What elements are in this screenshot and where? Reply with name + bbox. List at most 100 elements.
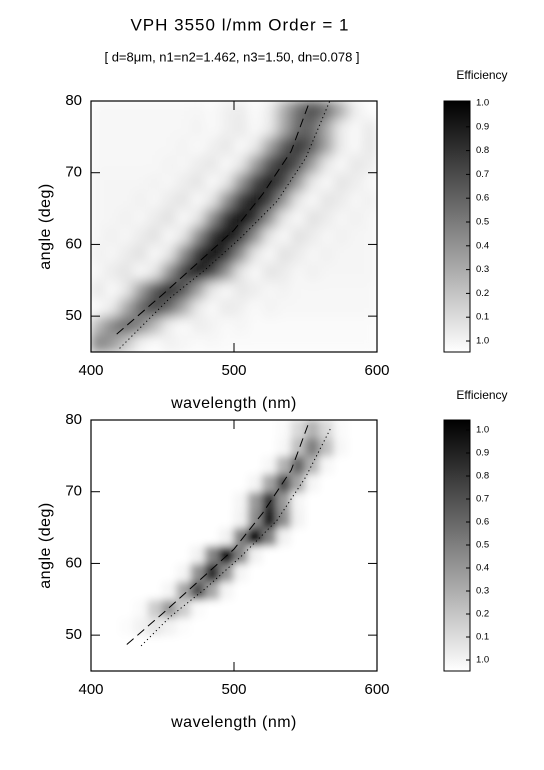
heatmap-cell xyxy=(147,598,163,618)
heatmap-cell xyxy=(319,652,335,671)
heatmap-cell xyxy=(276,172,292,192)
heatmap-cell xyxy=(91,118,106,138)
heatmap-cell xyxy=(147,420,163,439)
heatmap-cell xyxy=(362,598,377,618)
heatmap-cell xyxy=(147,136,163,156)
heatmap-cell xyxy=(162,527,178,546)
heatmap-cell xyxy=(276,437,292,457)
heatmap-cell xyxy=(162,455,178,475)
heatmap-cell xyxy=(333,261,349,281)
heatmap-cell xyxy=(119,437,135,457)
heatmap-cell xyxy=(290,473,306,493)
heatmap-cell xyxy=(233,420,249,439)
heatmap-cell xyxy=(276,527,292,546)
heatmap-cell xyxy=(347,261,364,281)
heatmap-cell xyxy=(190,172,206,192)
heatmap-cell xyxy=(147,190,163,210)
heatmap-cell xyxy=(119,154,135,174)
heatmap-cell xyxy=(262,226,278,245)
heatmap-cell xyxy=(276,491,292,511)
heatmap-cell xyxy=(133,172,149,192)
heatmap-cell xyxy=(290,455,306,475)
heatmap-cell xyxy=(319,437,335,457)
x-tick-label: 600 xyxy=(364,362,389,379)
heatmap-cell xyxy=(91,261,106,281)
heatmap-cell xyxy=(347,509,364,529)
heatmap-cell xyxy=(347,634,364,654)
heatmap-cell xyxy=(247,473,264,493)
heatmap-cell xyxy=(276,652,292,671)
heatmap-cell xyxy=(219,455,235,475)
heatmap-cell xyxy=(347,562,364,582)
heatmap-cell xyxy=(119,118,135,138)
heatmap-cell xyxy=(333,455,349,475)
heatmap-cell xyxy=(104,297,121,317)
heatmap-cell xyxy=(91,226,106,245)
heatmap-cell xyxy=(262,172,278,192)
heatmap-cell xyxy=(362,652,377,671)
heatmap-cell xyxy=(219,580,235,600)
heatmap-cell xyxy=(319,509,335,529)
heatmap-cell xyxy=(262,455,278,475)
heatmap-cell xyxy=(305,420,321,439)
heatmap-cell xyxy=(290,562,306,582)
heatmap-cell xyxy=(305,315,321,335)
heatmap-cell xyxy=(233,118,249,138)
heatmap-cell xyxy=(91,527,106,546)
heatmap-cell xyxy=(176,598,192,618)
heatmap-cell xyxy=(290,136,306,156)
heatmap-cell xyxy=(176,172,192,192)
heatmap-cell xyxy=(276,580,292,600)
heatmap-cell xyxy=(219,226,235,245)
heatmap-cell xyxy=(276,154,292,174)
heatmap-cell xyxy=(119,598,135,618)
heatmap-cell xyxy=(133,420,149,439)
heatmap-cell xyxy=(333,226,349,245)
heatmap-cell xyxy=(119,315,135,335)
heatmap-cell xyxy=(333,562,349,582)
heatmap-cell xyxy=(276,226,292,245)
heatmap-cell xyxy=(91,455,106,475)
heatmap-cell xyxy=(262,208,278,227)
heatmap-cell xyxy=(290,580,306,600)
heatmap-cell xyxy=(319,226,335,245)
heatmap-cell xyxy=(204,562,221,582)
heatmap-cell xyxy=(362,580,377,600)
heatmap-cell xyxy=(204,261,221,281)
heatmap-cell xyxy=(319,136,335,156)
heatmap-cell xyxy=(262,190,278,210)
heatmap-cell xyxy=(333,634,349,654)
heatmap-cell xyxy=(204,598,221,618)
heatmap-cell xyxy=(362,261,377,281)
heatmap-cell xyxy=(190,101,206,120)
heatmap-cell xyxy=(119,491,135,511)
heatmap-cell xyxy=(219,509,235,529)
heatmap-cell xyxy=(190,527,206,546)
heatmap-cell xyxy=(347,420,364,439)
heatmap-cell xyxy=(319,243,335,263)
heatmap-cell xyxy=(305,208,321,227)
heatmap-cell xyxy=(347,190,364,210)
heatmap-cell xyxy=(176,545,192,564)
heatmap-cell xyxy=(262,118,278,138)
heatmap-cell xyxy=(204,315,221,335)
heatmap-cell xyxy=(319,101,335,120)
heatmap-cell xyxy=(247,261,264,281)
heatmap-cell xyxy=(319,315,335,335)
heatmap-cell xyxy=(204,420,221,439)
heatmap-cell xyxy=(319,154,335,174)
heatmap-cell xyxy=(290,491,306,511)
heatmap-cell xyxy=(305,437,321,457)
heatmap-cell xyxy=(204,172,221,192)
y-tick-label: 50 xyxy=(65,626,82,643)
colorbar-tick-label: 0.5 xyxy=(476,217,489,228)
heatmap-cell xyxy=(176,420,192,439)
heatmap-cell xyxy=(290,634,306,654)
heatmap-cell xyxy=(347,136,364,156)
heatmap-cell xyxy=(104,616,121,636)
heatmap-cell xyxy=(162,580,178,600)
heatmap-cell xyxy=(219,562,235,582)
heatmap-cell xyxy=(176,101,192,120)
heatmap-cell xyxy=(290,118,306,138)
heatmap-cell xyxy=(262,297,278,317)
